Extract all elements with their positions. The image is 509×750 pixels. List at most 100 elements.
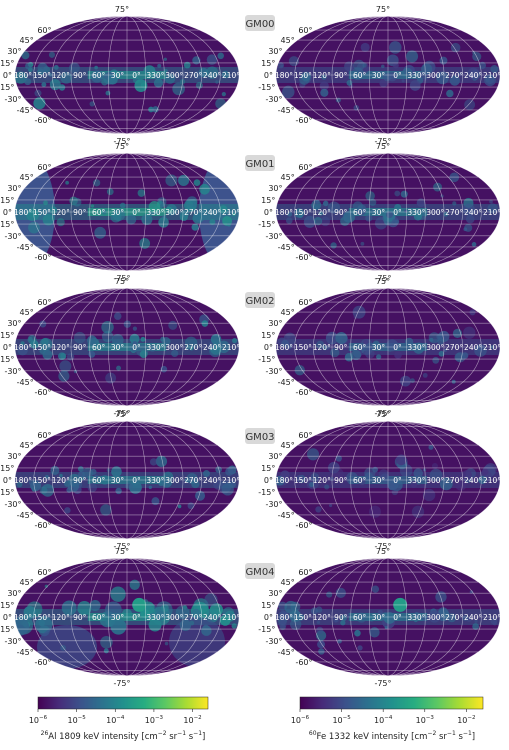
lat-tick-label: -60°: [34, 388, 51, 397]
emission-blob: [394, 203, 402, 212]
lat-tick-label: -75°: [113, 274, 130, 283]
lat-tick-label: 30°: [7, 47, 21, 56]
lon-tick-label: 180°: [275, 71, 293, 80]
emission-blob: [184, 336, 198, 350]
lon-tick-label: 210°: [222, 343, 240, 352]
colorbar-tick-label: 10−4: [106, 715, 125, 725]
lon-tick-label: 120°: [52, 71, 70, 80]
graticule: [15, 420, 239, 540]
emission-blob: [278, 620, 287, 629]
map-boundary: [14, 420, 240, 540]
emission-blob: [59, 473, 63, 478]
emission-blob: [368, 615, 375, 622]
row-label-text: GM04: [245, 567, 274, 578]
emission-blob: [413, 212, 423, 221]
lon-tick-label: 270°: [184, 613, 202, 622]
lon-tick-label: 120°: [313, 71, 331, 80]
emission-blob: [119, 72, 124, 76]
emission-blob: [463, 326, 476, 339]
emission-blob: [123, 320, 132, 328]
emission-blob: [164, 641, 169, 646]
lon-tick-label: 240°: [464, 71, 482, 80]
lat-tick-label: 45°: [20, 441, 34, 450]
lat-tick-label: -60°: [34, 116, 51, 125]
emission-blob: [58, 370, 70, 382]
emission-blob: [351, 67, 365, 81]
map-boundary: [275, 152, 501, 272]
emission-blob: [110, 618, 127, 635]
lat-tick-label: 15°: [261, 196, 275, 205]
emission-blob: [295, 474, 304, 483]
emission-blob: [48, 51, 56, 58]
emission-blob: [49, 79, 61, 91]
emission-blob: [487, 203, 498, 214]
lon-tick-label: 210°: [483, 476, 501, 485]
lon-tick-label: 180°: [14, 71, 32, 80]
lat-tick-label: 60°: [37, 431, 51, 440]
emission-blob: [222, 607, 235, 619]
emission-blob: [161, 604, 169, 612]
emission-blob: [396, 454, 407, 466]
map-panel: 180° 150° 120° 90° 60° 30° 0° 330° 300° 270° 240° 2…: [258, 277, 501, 418]
emission-blob: [143, 65, 156, 78]
emission-blob: [337, 639, 342, 644]
lon-tick-label: 90°: [334, 71, 348, 80]
emission-blob: [77, 466, 84, 472]
map-panel: 180° 150° 120° 90° 60° 30° 0° 330° 300° 270° 240° 2…: [0, 410, 240, 551]
lat-tick-label: -15°: [258, 83, 275, 92]
emission-blob: [360, 343, 373, 355]
graticule: [276, 152, 500, 272]
emission-blob: [191, 608, 201, 619]
emission-blob: [110, 586, 126, 602]
emission-blob: [450, 42, 461, 53]
emission-blob: [452, 201, 457, 206]
emission-blob: [21, 51, 30, 60]
emission-blob: [439, 477, 453, 491]
emission-blob: [340, 620, 346, 626]
lat-tick-label: 0°: [264, 613, 273, 622]
lat-tick-label: 15°: [261, 464, 275, 473]
emission-blob: [221, 70, 230, 79]
emission-blob: [23, 605, 37, 619]
lat-tick-label: 45°: [20, 36, 34, 45]
lon-tick-label: 150°: [33, 613, 51, 622]
lon-tick-label: 180°: [275, 476, 293, 485]
emission-blob: [231, 623, 237, 629]
emission-blob: [406, 50, 419, 63]
emission-blob: [61, 600, 77, 616]
lon-tick-label: 30°: [111, 343, 125, 352]
lon-tick-label: 210°: [222, 71, 240, 80]
emission-blob: [103, 648, 109, 654]
emission-blob: [163, 57, 167, 61]
lon-tick-label: 120°: [313, 476, 331, 485]
lon-tick-label: 120°: [52, 208, 70, 217]
emission-blob: [195, 490, 206, 501]
emission-blob: [320, 216, 331, 227]
emission-blob: [90, 468, 97, 476]
emission-blob: [185, 200, 194, 208]
lat-tick-label: 0°: [3, 208, 12, 217]
emission-blob: [100, 504, 112, 516]
lat-tick-label: -15°: [0, 83, 14, 92]
lat-tick-label: 15°: [0, 196, 14, 205]
emission-blob: [73, 331, 86, 344]
emission-blob: [333, 616, 339, 623]
emission-blob: [376, 354, 382, 360]
colorbar-ticks: 10−6 10−5 10−4 10−3 10−2 10−6 10−5 10−4 10−3 10−2: [29, 709, 476, 725]
lat-tick-label: 75°: [376, 5, 390, 14]
emission-blob: [356, 612, 367, 623]
emission-blob: [140, 336, 146, 342]
lon-tick-label: 150°: [33, 343, 51, 352]
map-panel: 180° 150° 120° 90° 60° 30° 0° 330° 300° 270° 240° 2…: [0, 142, 240, 283]
emission-blob: [471, 242, 477, 247]
emission-blob: [93, 179, 101, 187]
map-panel: 180° 150° 120° 90° 60° 30° 0° 330° 300° 270° 240° 2…: [0, 277, 240, 418]
emission-blob: [111, 466, 122, 477]
emission-blob: [439, 56, 448, 65]
lon-tick-label: 120°: [52, 476, 70, 485]
emission-blob: [428, 444, 434, 450]
emission-blob: [39, 320, 47, 328]
emission-blob: [432, 356, 440, 364]
map-boundary: [275, 287, 501, 407]
lon-tick-label: 90°: [334, 613, 348, 622]
